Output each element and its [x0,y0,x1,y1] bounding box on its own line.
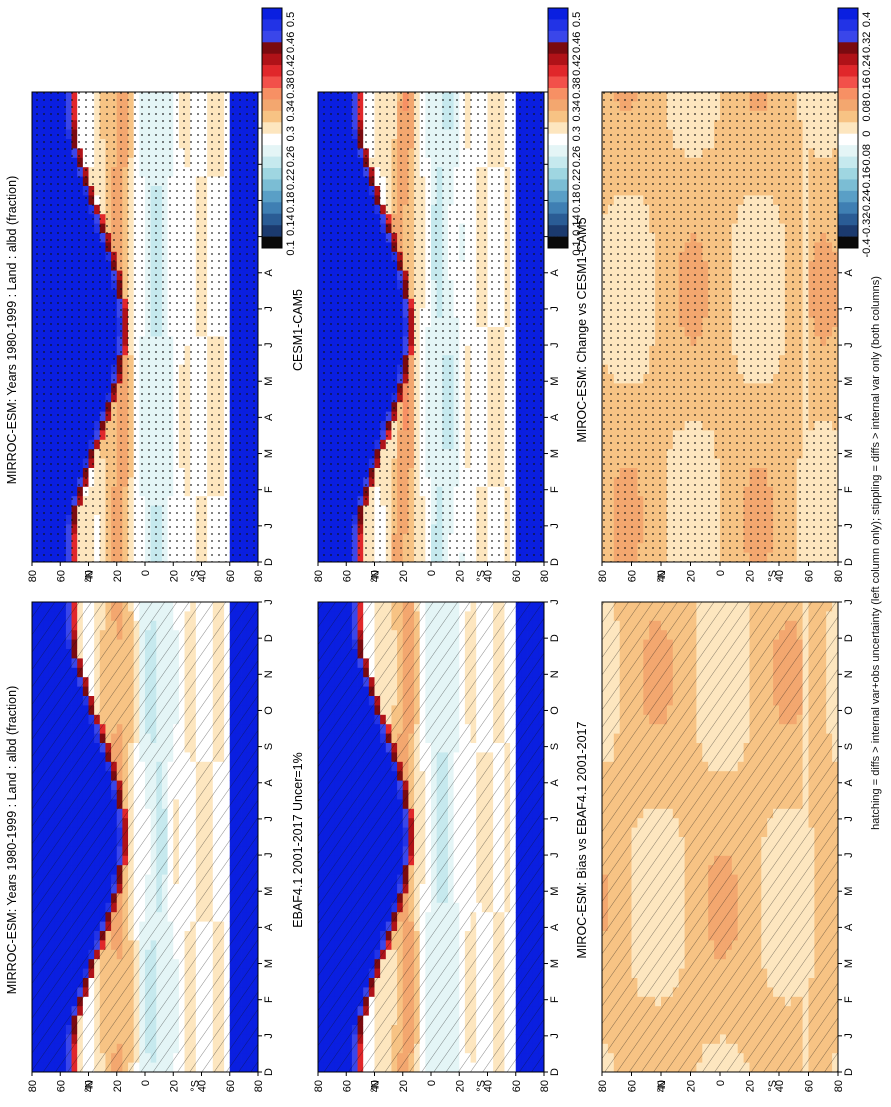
stippling-overlay [32,92,258,562]
lat-tick-label: 80 [27,1080,39,1092]
month-tick-label: J [263,599,275,605]
lat-tick-label: 60 [55,1080,67,1092]
month-tick-label: J [263,523,275,529]
lat-tick-label: 60 [55,570,67,582]
latitude-axis: 80 60 40 20 0 20 40 60 80 °N °S [27,1072,265,1092]
lat-tick-label: 40 [197,1080,209,1092]
lat-tick-label: 80 [27,570,39,582]
lat-tick-label: 40 [84,570,96,582]
month-tick-label: A [263,413,275,421]
lat-tick-label: 40 [84,1080,96,1092]
month-tick-label: M [263,449,275,458]
panel-top-right: 80604020020406080°N°SDJFMAMJJASONDJMIRRO… [5,89,275,582]
lat-tick-label: 80 [253,570,265,582]
month-tick-label: D [263,634,275,642]
lat-tick-label: 60 [225,570,237,582]
month-tick-label: N [263,670,275,678]
month-tick-label: M [263,887,275,896]
lat-tick-label: 20 [112,570,124,582]
month-tick-label: J [263,852,275,858]
lat-tick-label: 80 [253,1080,265,1092]
month-tick-label: S [263,743,275,750]
month-tick-label: D [263,558,275,566]
hatching-overlay [32,602,258,1072]
latitude-axis: 80 60 40 20 0 20 40 60 80 °N °S [27,562,265,582]
lat-tick-label: 60 [225,1080,237,1092]
panel-title: MIRROC-ESM: Years 1980-1999 : Land : alb… [5,686,19,994]
lat-hemi-south: °S [190,1080,202,1092]
month-tick-label: M [263,377,275,386]
lat-tick-label: 20 [112,1080,124,1092]
month-tick-label: A [263,923,275,931]
month-tick-label: F [263,996,275,1003]
month-tick-label: J [263,342,275,348]
lat-tick-label: 20 [168,570,180,582]
month-tick-label: A [263,778,275,786]
month-tick-label: F [263,486,275,493]
lat-tick-label: 40 [197,570,209,582]
panel-top-left: 80 60 40 20 0 20 40 60 80 °N °S D J F M A M J J A S O N D J MIRRO… [5,599,275,1092]
lat-tick-label: 20 [168,1080,180,1092]
month-tick-label: J [263,306,275,312]
panel-title: MIRROC-ESM: Years 1980-1999 : Land : alb… [5,176,19,484]
month-tick-label: M [263,959,275,968]
lat-tick-label: 0 [140,1080,152,1086]
lat-tick-label: 0 [140,570,152,576]
lat-hemi-north: °N [84,1080,96,1092]
month-tick-label: J [263,1033,275,1039]
lat-hemi-south: °S [190,570,202,582]
month-axis: D J F M A M J J A S O N D J [258,599,275,1076]
panel-middle-left: 80 60 40 20 0 20 40 60 80°N °SDJFMAMJJASONDJEBAF4… [291,599,561,1092]
month-tick-label: O [263,706,275,715]
lat-hemi-north: °N [84,570,96,582]
month-tick-label: D [263,1068,275,1076]
month-tick-label: J [263,816,275,822]
month-tick-label: A [263,268,275,276]
